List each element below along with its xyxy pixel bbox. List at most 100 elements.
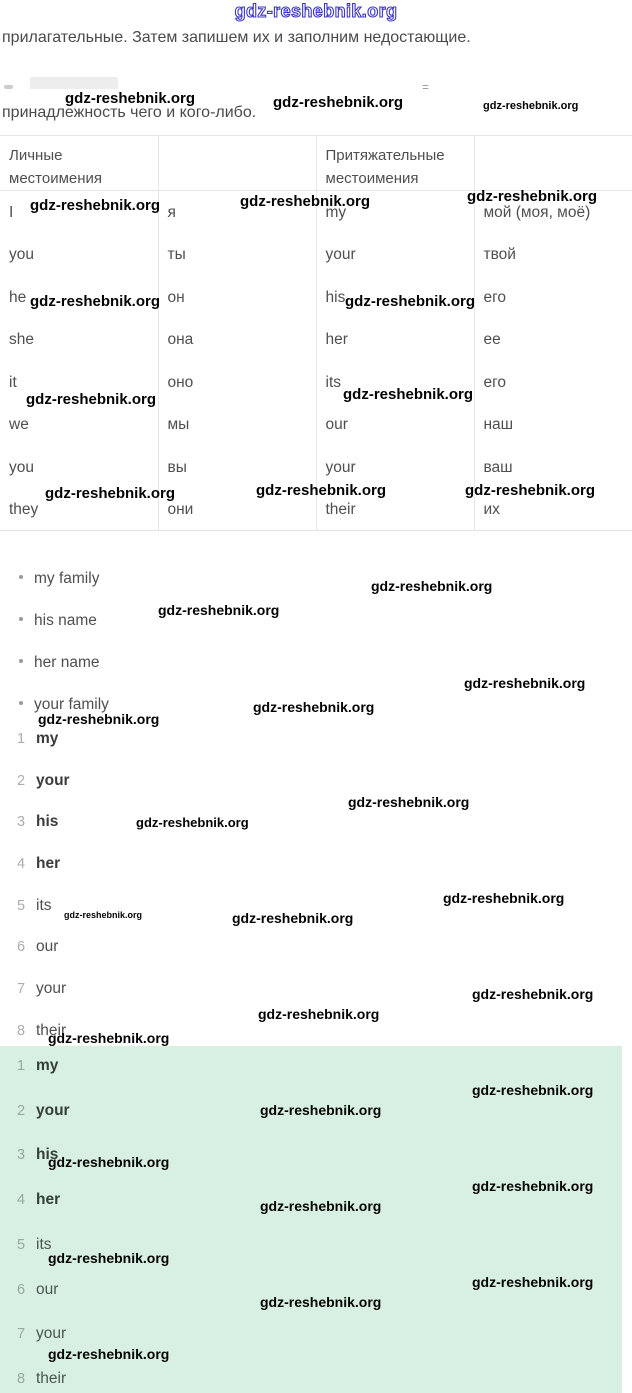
list-item: 3 his bbox=[17, 813, 58, 831]
item-number: 8 bbox=[17, 1371, 26, 1387]
list-item: 4 her bbox=[17, 855, 60, 873]
list-item: 8 their bbox=[17, 1022, 66, 1040]
watermark-text: gdz-reshebnik.org bbox=[273, 94, 404, 111]
watermark-text: gdz-reshebnik.org bbox=[465, 482, 596, 499]
cell-ru: мы bbox=[157, 403, 316, 446]
watermark-text: gdz-reshebnik.org bbox=[371, 578, 493, 594]
watermark-text: gdz-reshebnik.org bbox=[260, 1198, 382, 1214]
watermark-text: gdz-reshebnik.org bbox=[472, 1274, 594, 1290]
watermark-text: gdz-reshebnik.org bbox=[30, 293, 161, 310]
pronoun-table: Личные местоимения Притяжательные местои… bbox=[0, 135, 632, 531]
item-number: 4 bbox=[17, 856, 26, 872]
list-item: 2 your bbox=[17, 1102, 70, 1120]
item-number: 4 bbox=[17, 1192, 26, 1208]
watermark-text: gdz-reshebnik.org bbox=[48, 1154, 170, 1170]
list-item: 6 our bbox=[17, 1281, 58, 1299]
cell-en: you bbox=[9, 246, 34, 263]
cell-poss-en: your bbox=[315, 445, 474, 488]
cell-poss-en: their bbox=[315, 488, 474, 531]
item-number: 8 bbox=[17, 1023, 26, 1039]
list-item: your family bbox=[19, 696, 109, 714]
faded-highlight-artifact bbox=[30, 77, 118, 89]
watermark-text: gdz-reshebnik.org bbox=[467, 188, 598, 205]
bullet-dot-icon bbox=[19, 701, 23, 705]
example-label: his name bbox=[34, 612, 97, 629]
list-item: 2 your bbox=[17, 772, 70, 790]
table-row: you ты your твой bbox=[0, 233, 632, 276]
cell-poss-en: her bbox=[315, 318, 474, 361]
cell-en: they bbox=[9, 501, 39, 518]
watermark-text: gdz-reshebnik.org bbox=[472, 1082, 594, 1098]
item-number: 3 bbox=[17, 814, 26, 830]
item-number: 5 bbox=[17, 1237, 26, 1253]
item-number: 1 bbox=[17, 731, 26, 747]
cell-poss-en: his bbox=[315, 275, 474, 318]
item-number: 5 bbox=[17, 898, 26, 914]
cell-ru: ты bbox=[157, 233, 316, 276]
site-logo-watermark: gdz-reshebnik.org bbox=[234, 0, 398, 21]
cell-en: it bbox=[9, 373, 17, 391]
watermark-text: gdz-reshebnik.org bbox=[472, 1178, 594, 1194]
cell-poss-ru: их bbox=[473, 488, 632, 531]
list-item: 7 your bbox=[17, 980, 66, 998]
cell-poss-ru: мой (моя, моё) bbox=[473, 190, 632, 233]
list-item: 5 its bbox=[17, 1236, 52, 1254]
table-row: I я my мой (моя, моё) bbox=[0, 190, 632, 233]
table-row: they они their их bbox=[0, 488, 632, 531]
list-item: 8 their bbox=[17, 1370, 66, 1388]
answer-word: my bbox=[36, 730, 59, 747]
answer-word: our bbox=[36, 1281, 59, 1298]
cell-poss-ru: ваш bbox=[473, 445, 632, 488]
cell-poss-en: our bbox=[315, 403, 474, 446]
table-row: it оно its его bbox=[0, 360, 632, 403]
col-header-personal: Личные местоимения bbox=[0, 135, 158, 191]
item-number: 2 bbox=[17, 1103, 26, 1119]
cell-ru: они bbox=[157, 488, 316, 531]
watermark-text: gdz-reshebnik.org bbox=[64, 910, 143, 920]
cell-en: I bbox=[9, 204, 14, 221]
cell-poss-ru: наш bbox=[473, 403, 632, 446]
col-header-empty-1 bbox=[157, 135, 316, 191]
watermark-text: gdz-reshebnik.org bbox=[232, 910, 354, 926]
col-header-empty-2 bbox=[473, 135, 632, 191]
list-item: 1 my bbox=[17, 730, 58, 748]
col-header-possessive: Притяжательные местоимения bbox=[315, 135, 474, 191]
list-item: 1 my bbox=[17, 1057, 58, 1075]
watermark-text: gdz-reshebnik.org bbox=[48, 1346, 170, 1362]
watermark-text: gdz-reshebnik.org bbox=[240, 193, 371, 210]
table-row: we мы our наш bbox=[0, 403, 632, 446]
list-item: 5 its bbox=[17, 897, 52, 915]
watermark-text: gdz-reshebnik.org bbox=[260, 1102, 382, 1118]
answer-word: his bbox=[36, 1146, 59, 1163]
answer-word: your bbox=[36, 980, 67, 997]
table-row: you вы your ваш bbox=[0, 445, 632, 488]
small-mark-artifact bbox=[4, 85, 13, 89]
table-row: he он his его bbox=[0, 275, 632, 318]
answer-word: your bbox=[36, 1102, 70, 1119]
cell-poss-en: your bbox=[315, 233, 474, 276]
cell-en: we bbox=[9, 416, 29, 433]
example-label: your family bbox=[34, 696, 109, 713]
cell-en: he bbox=[9, 288, 27, 306]
watermark-text: gdz-reshebnik.org bbox=[343, 386, 474, 403]
answer-word: our bbox=[36, 938, 59, 955]
list-item: 6 our bbox=[17, 938, 58, 956]
watermark-text: gdz-reshebnik.org bbox=[26, 391, 157, 408]
cell-ru: он bbox=[157, 275, 316, 318]
list-item: 4 her bbox=[17, 1191, 60, 1209]
answer-word: its bbox=[36, 897, 52, 914]
answer-word: her bbox=[36, 1191, 61, 1208]
answer-word: its bbox=[36, 1236, 52, 1253]
watermark-text: gdz-reshebnik.org bbox=[258, 1006, 380, 1022]
watermark-text: gdz-reshebnik.org bbox=[464, 675, 586, 691]
watermark-text: gdz-reshebnik.org bbox=[65, 90, 196, 107]
cell-ru: она bbox=[157, 318, 316, 361]
item-number: 7 bbox=[17, 981, 26, 997]
watermark-text: gdz-reshebnik.org bbox=[256, 482, 387, 499]
cell-poss-en: its bbox=[315, 360, 474, 403]
item-number: 1 bbox=[17, 1058, 26, 1074]
list-item: 7 your bbox=[17, 1325, 66, 1343]
watermark-text: gdz-reshebnik.org bbox=[30, 197, 161, 214]
item-number: 6 bbox=[17, 1282, 26, 1298]
